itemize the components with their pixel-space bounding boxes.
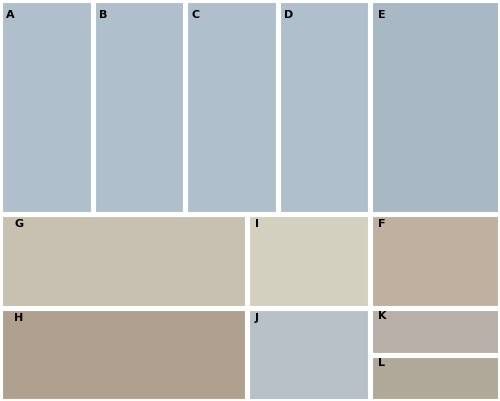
Text: A: A [6, 10, 15, 20]
Text: B: B [99, 10, 108, 20]
Text: F: F [378, 219, 386, 229]
Text: E: E [378, 10, 386, 20]
Text: L: L [378, 358, 386, 368]
Text: K: K [378, 311, 387, 321]
Text: D: D [284, 10, 293, 20]
Text: H: H [14, 313, 24, 323]
Text: G: G [14, 219, 24, 229]
Text: J: J [255, 313, 259, 323]
Text: C: C [192, 10, 200, 20]
Text: I: I [255, 219, 259, 229]
